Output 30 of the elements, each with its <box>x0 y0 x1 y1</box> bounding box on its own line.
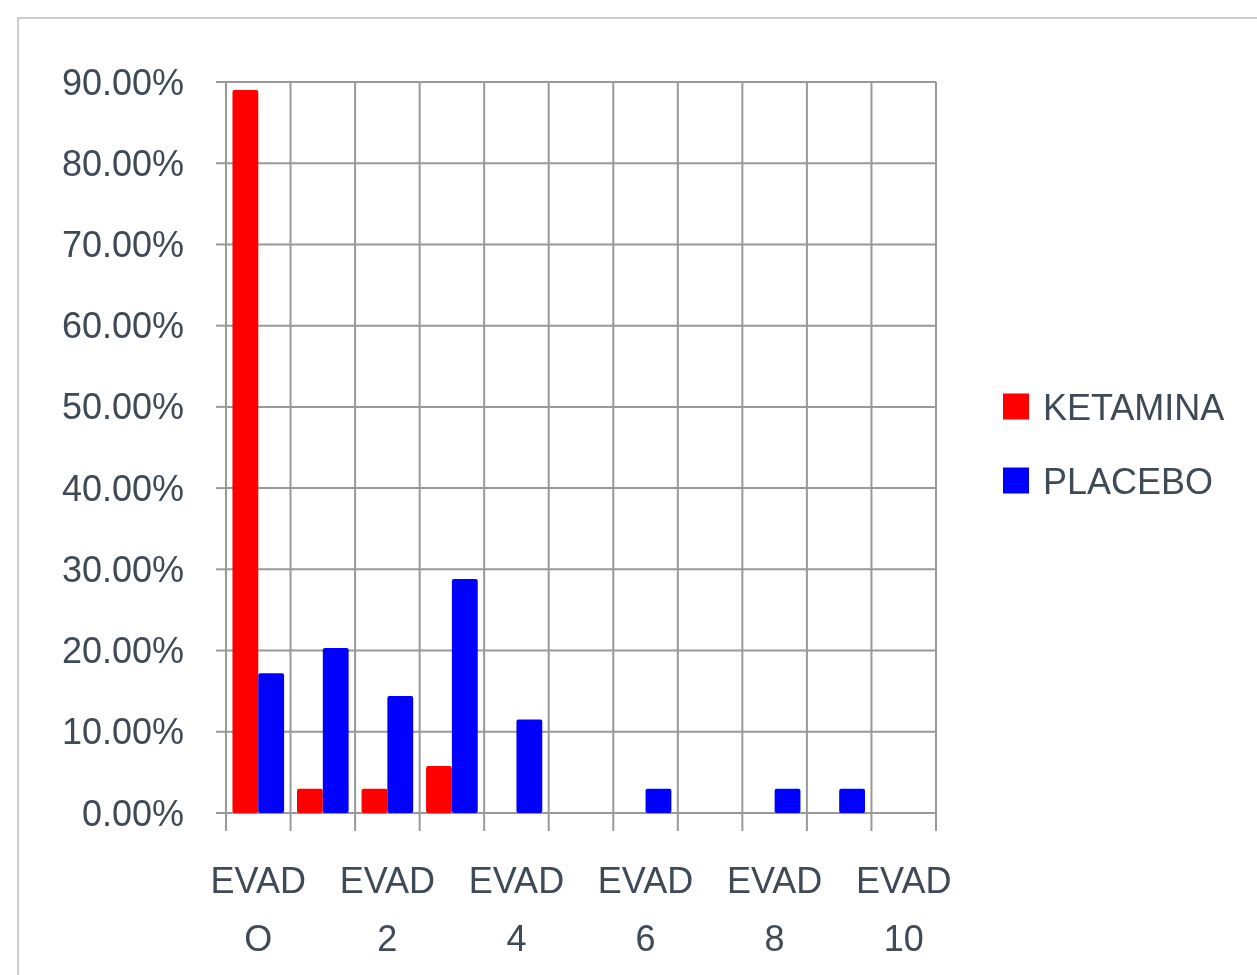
bar <box>232 90 259 813</box>
bar <box>361 788 388 813</box>
y-tick-label: 60.00% <box>61 305 184 347</box>
y-tick-label: 70.00% <box>61 224 184 266</box>
y-tick-label: 40.00% <box>61 467 184 509</box>
y-tick-label: 10.00% <box>61 711 184 753</box>
x-tick-label: EVAD 10 <box>856 860 952 959</box>
bar <box>297 788 323 813</box>
x-tick-label: EVAD 6 <box>597 860 694 959</box>
y-tick-label: 30.00% <box>61 548 184 590</box>
legend-label: KETAMINA <box>1043 387 1225 429</box>
bar <box>645 788 672 813</box>
bar <box>258 673 285 813</box>
x-tick-label: EVAD 4 <box>468 860 565 959</box>
bar <box>516 719 543 813</box>
bar <box>387 696 414 813</box>
y-tick-label: 50.00% <box>61 386 184 428</box>
y-tick-label: 80.00% <box>61 142 184 184</box>
x-tick-label: EVAD 8 <box>726 860 823 959</box>
x-tick-label: EVAD O <box>210 860 306 959</box>
bar <box>774 788 801 813</box>
y-tick-label: 0.00% <box>81 792 184 834</box>
y-tick-label: 90.00% <box>61 61 184 103</box>
bar <box>451 579 478 813</box>
bar <box>839 788 865 813</box>
y-tick-label: 20.00% <box>61 630 184 672</box>
x-tick-label: EVAD 2 <box>339 860 436 959</box>
bar <box>426 765 452 813</box>
bar <box>322 648 349 813</box>
legend-label: PLACEBO <box>1043 461 1214 503</box>
